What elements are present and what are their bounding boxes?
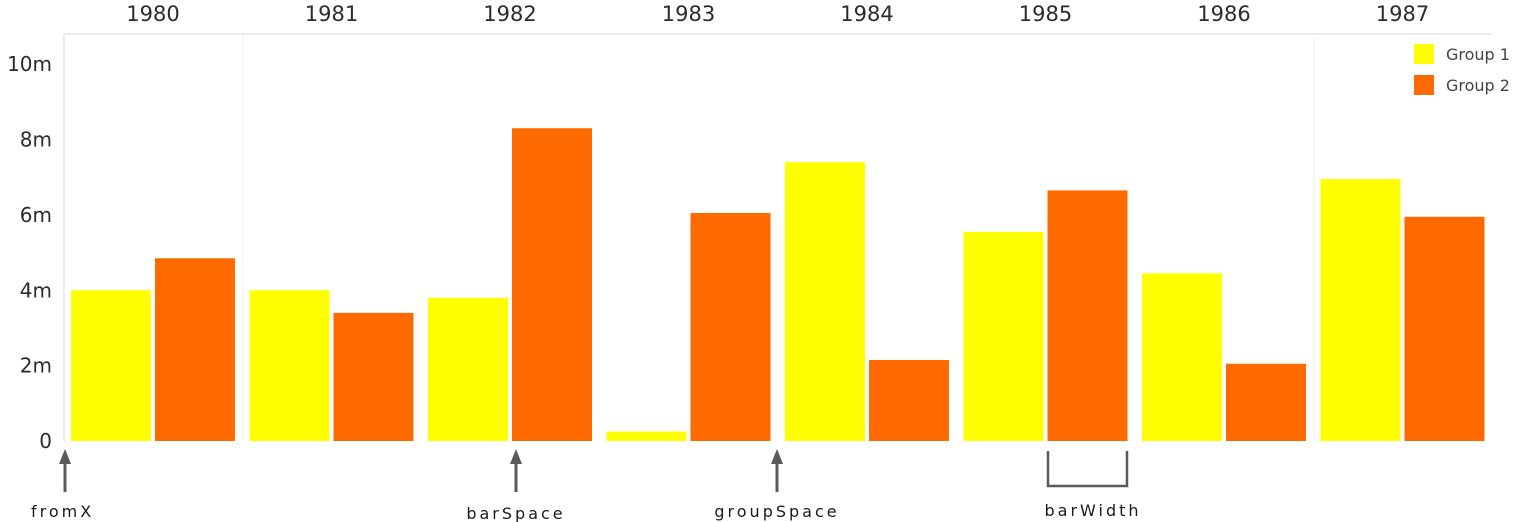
annotation-bracket [1046,451,1129,488]
annotation-label: barWidth [1044,501,1141,520]
x-tick-label: 1980 [126,2,179,26]
x-tick-label: 1981 [305,2,358,26]
legend-item-2[interactable]: Group 2 [1414,75,1510,95]
bar-group-2-1983[interactable] [690,213,771,441]
y-tick-label: 10m [7,52,52,76]
annotation-arrow-head [59,449,71,464]
annotation-label: barSpace [466,504,565,522]
y-axis: 0 2m 4m 6m 8m 10m [7,52,52,453]
annotation-barWidth: barWidth [1044,451,1141,520]
x-tick-label: 1986 [1197,2,1250,26]
bar-group-2-1987[interactable] [1404,216,1485,441]
legend-swatch [1414,75,1434,95]
bar-group-1-1983[interactable] [606,431,687,441]
x-tick-label: 1987 [1376,2,1429,26]
legend[interactable]: Group 1 Group 2 [1414,44,1510,95]
annotation-arrow-head [771,449,783,464]
annotation-label: groupSpace [714,502,839,521]
y-tick-label: 6m [20,203,52,227]
y-tick-label: 4m [20,278,52,302]
annotations: fromX barSpace groupSpace barWidth [31,449,1141,522]
legend-label: Group 2 [1446,76,1510,95]
bars [71,128,1485,442]
bar-group-1-1980[interactable] [71,290,151,441]
annotation-fromX: fromX [31,449,94,521]
legend-label: Group 1 [1446,45,1510,64]
x-tick-label: 1985 [1019,2,1072,26]
plot-frame [63,33,1492,441]
bar-group-2-1981[interactable] [333,312,414,441]
bar-group-2-1980[interactable] [155,258,235,441]
bar-group-2-1982[interactable] [512,128,592,442]
bar-group-1-1986[interactable] [1142,273,1222,441]
bar-group-1-1982[interactable] [428,297,508,441]
annotation-arrow-head [510,449,522,464]
legend-swatch [1414,44,1434,64]
annotation-barSpace: barSpace [466,449,565,522]
y-tick-label: 8m [20,128,52,152]
bar-group-1-1985[interactable] [963,231,1044,441]
bar-group-1-1981[interactable] [249,290,330,441]
bar-group-1-1987[interactable] [1320,179,1401,442]
x-axis-top: 1980 1981 1982 1983 1984 1985 1986 1987 [126,2,1429,26]
y-tick-label: 2m [20,354,52,378]
x-tick-label: 1983 [662,2,715,26]
bar-group-2-1985[interactable] [1047,190,1128,441]
annotation-label: fromX [31,502,94,521]
x-tick-label: 1984 [840,2,893,26]
legend-item-1[interactable]: Group 1 [1414,44,1510,64]
annotation-groupSpace: groupSpace [714,449,839,521]
x-tick-label: 1982 [483,2,536,26]
bar-group-2-1984[interactable] [869,359,949,441]
bar-group-1-1984[interactable] [785,162,865,441]
gridlines [242,34,1315,441]
y-tick-label: 0 [39,429,52,453]
bar-group-2-1986[interactable] [1226,363,1306,441]
